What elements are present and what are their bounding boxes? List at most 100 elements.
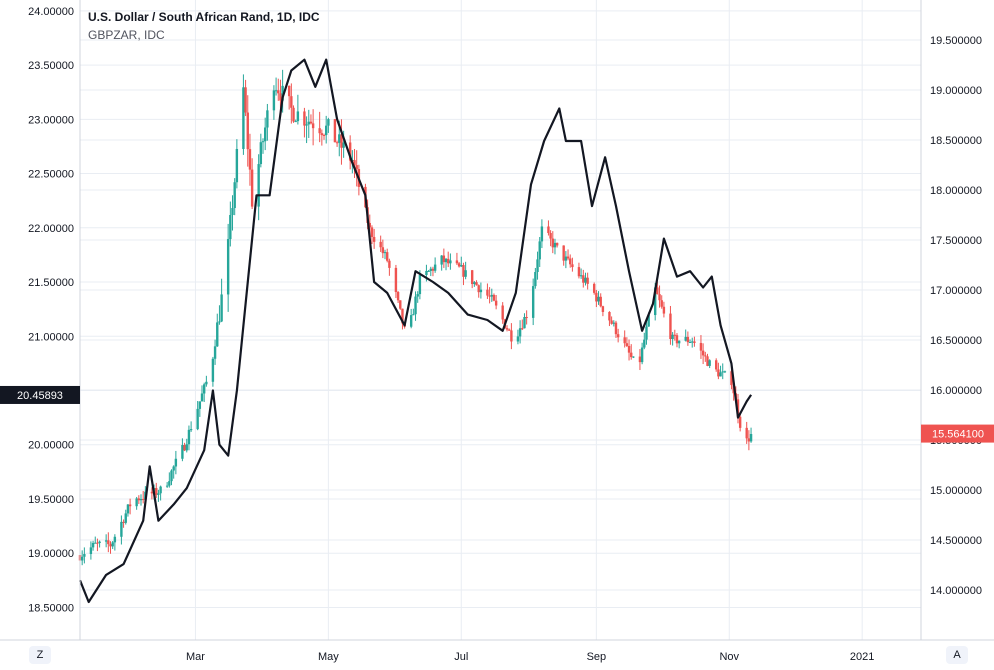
candle-body xyxy=(290,96,293,108)
candle-body xyxy=(311,123,315,129)
candle-body xyxy=(599,296,602,307)
right-tick-label: 15.000000 xyxy=(930,485,982,497)
candle-body xyxy=(372,236,376,242)
candle-body xyxy=(292,107,295,122)
candle-body xyxy=(246,112,249,150)
candle-body xyxy=(135,498,138,507)
right-tick-label: 14.500000 xyxy=(930,535,982,547)
candle-body xyxy=(623,337,626,344)
candle-body xyxy=(470,270,474,285)
candle-body xyxy=(244,87,247,113)
candle-body xyxy=(279,93,282,101)
right-tick-label: 16.500000 xyxy=(930,335,982,347)
candle-body xyxy=(113,536,117,543)
candle-body xyxy=(107,540,110,545)
candle-body xyxy=(150,491,154,494)
candle-body xyxy=(94,542,97,544)
candle-body xyxy=(477,285,480,293)
left-tick-label: 19.00000 xyxy=(28,548,74,560)
overlay-series-label: GBPZAR, IDC xyxy=(88,28,165,42)
candle-body xyxy=(449,260,452,264)
candle-body xyxy=(324,125,328,136)
left-tick-label: 23.00000 xyxy=(28,114,74,126)
candle-body xyxy=(216,322,219,347)
candle-body xyxy=(479,289,483,293)
candle-body xyxy=(553,242,557,248)
candle-body xyxy=(566,256,570,259)
candle-body xyxy=(662,306,666,314)
candle-body xyxy=(181,445,184,459)
candle-body xyxy=(643,339,646,348)
candle-body xyxy=(235,148,239,183)
candle-body xyxy=(128,504,132,507)
candle-body xyxy=(671,334,674,340)
candle-body xyxy=(396,292,400,301)
candle-body xyxy=(418,274,422,295)
candle-body xyxy=(508,329,511,331)
candle-body xyxy=(213,346,217,359)
candle-body xyxy=(338,134,341,143)
candle-body xyxy=(220,294,223,322)
candle-body xyxy=(455,260,459,264)
candle-body xyxy=(370,227,374,237)
candle-body xyxy=(704,355,707,357)
candle-body xyxy=(187,429,191,445)
candle-body xyxy=(281,85,284,101)
candle-body xyxy=(429,268,432,271)
grid xyxy=(80,0,921,640)
candle-body xyxy=(595,292,598,302)
candle-body xyxy=(653,287,657,316)
left-tick-label: 24.00000 xyxy=(28,6,74,18)
candle-body xyxy=(525,317,528,319)
candle-body xyxy=(464,270,467,277)
candle-body xyxy=(708,360,711,366)
x-tick-label: Nov xyxy=(719,651,739,663)
gbpzar-line xyxy=(78,58,753,604)
candle-body xyxy=(218,321,221,323)
left-tick-label: 19.50000 xyxy=(28,494,74,506)
candle-body xyxy=(677,340,681,344)
x-tick-label: Sep xyxy=(587,651,607,663)
candle-body xyxy=(521,328,524,330)
candle-body xyxy=(686,336,690,343)
candle-body xyxy=(226,239,230,295)
candle-body xyxy=(592,283,596,293)
right-tick-label: 18.000000 xyxy=(930,185,982,197)
right-tick-label: 17.000000 xyxy=(930,285,982,297)
candle-body xyxy=(202,384,206,394)
candle-body xyxy=(333,119,337,143)
candle-body xyxy=(383,252,387,254)
candle-body xyxy=(473,282,476,285)
right-tick-label: 14.000000 xyxy=(930,585,982,597)
candle-body xyxy=(335,142,339,144)
candle-body xyxy=(660,300,663,307)
candle-body xyxy=(656,287,659,295)
axes xyxy=(0,0,994,641)
candle-body xyxy=(322,134,326,136)
candle-body xyxy=(571,264,574,268)
candle-body xyxy=(379,241,382,248)
right-last-value: 15.564100 xyxy=(932,429,984,441)
candle-body xyxy=(627,345,631,353)
candle-body xyxy=(120,521,123,537)
right-tick-label: 17.500000 xyxy=(930,235,982,247)
candle-body xyxy=(257,164,260,207)
candle-body xyxy=(155,488,158,495)
candle-body xyxy=(640,347,644,363)
candles xyxy=(78,69,753,566)
candle-body xyxy=(263,127,267,142)
candle-body xyxy=(272,90,276,111)
candle-body xyxy=(80,556,84,561)
candle-body xyxy=(368,222,371,228)
candle-body xyxy=(701,350,705,356)
left-tick-label: 21.00000 xyxy=(28,331,74,343)
auto-scale-right-button[interactable]: A xyxy=(946,646,968,664)
candle-body xyxy=(475,282,478,286)
candle-body xyxy=(340,134,343,148)
auto-scale-left-button[interactable]: Z xyxy=(29,646,51,664)
candle-body xyxy=(518,328,522,337)
x-tick-label: May xyxy=(318,651,339,663)
left-last-value: 20.45893 xyxy=(17,390,63,402)
candle-body xyxy=(431,268,435,271)
